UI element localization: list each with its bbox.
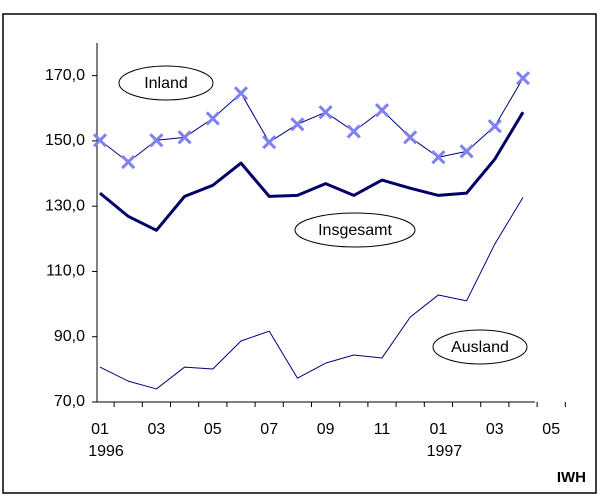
series-label-box (294, 212, 416, 248)
series-label-box (118, 65, 214, 101)
x-tick-label: 11 (374, 421, 391, 438)
x-tick-label: 07 (260, 421, 278, 438)
frame (2, 13, 597, 494)
x-tick-label: 05 (204, 421, 222, 438)
marker (233, 86, 249, 101)
marker (346, 124, 361, 139)
y-tick-label: 90,0 (54, 328, 85, 345)
marker (318, 105, 333, 120)
marker (487, 119, 502, 134)
line-2 (99, 197, 524, 390)
marker (290, 117, 305, 132)
series-label-box (432, 329, 528, 365)
marker (92, 133, 108, 148)
line-0 (99, 77, 524, 163)
marker (403, 130, 418, 145)
source-label: IWH (557, 469, 586, 486)
marker (459, 144, 474, 159)
y-tick-label: 130,0 (45, 197, 85, 214)
series-label: Insgesamt (318, 222, 392, 239)
marker (177, 130, 192, 145)
marker (262, 135, 277, 150)
x-tick-label: 03 (148, 421, 166, 438)
series-label: Inland (144, 75, 188, 92)
y-tick-label: 110,0 (46, 263, 85, 280)
marker (121, 155, 136, 170)
marker (431, 150, 446, 165)
marker (205, 111, 220, 126)
marker (149, 133, 164, 148)
x-tick-label: 01 (430, 421, 448, 438)
x-tick-label: 03 (486, 421, 504, 438)
marker (374, 103, 390, 118)
x-tick-label: 01 (91, 421, 109, 438)
series-label: Ausland (451, 339, 509, 356)
line-1 (99, 111, 525, 232)
x-year-label: 1997 (427, 443, 463, 460)
x-tick-label: 05 (542, 421, 560, 438)
y-tick-label: 170,0 (45, 67, 85, 84)
y-tick-label: 150,0 (45, 132, 85, 149)
x-tick-label: 09 (317, 421, 335, 438)
x-year-label: 1996 (88, 443, 124, 460)
marker (515, 71, 531, 86)
y-tick-label: 70,0 (54, 393, 85, 410)
